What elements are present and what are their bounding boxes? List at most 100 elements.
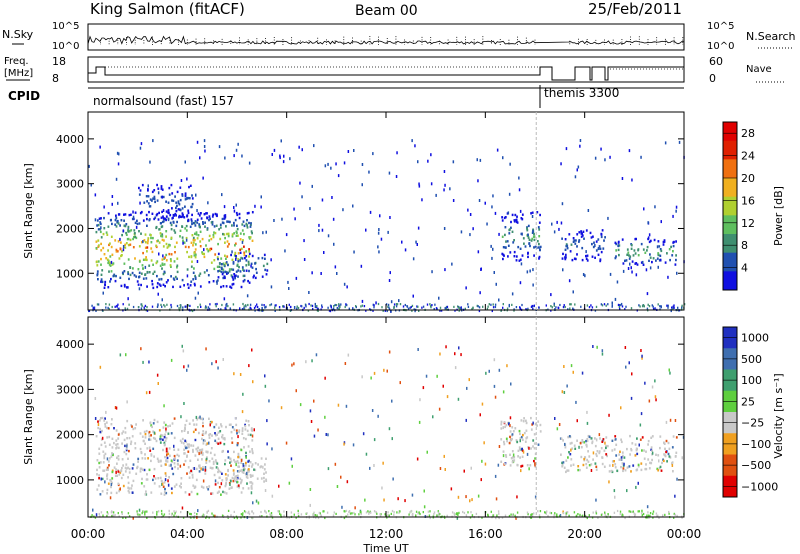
echo-cell <box>590 463 593 466</box>
echo-cell <box>157 510 160 513</box>
echo-cell <box>101 436 104 440</box>
echo-cell <box>530 212 532 215</box>
echo-cell <box>340 475 342 479</box>
echo-cell <box>249 450 251 453</box>
echo-cell <box>249 433 252 437</box>
echo-cell <box>605 444 607 448</box>
echo-cell <box>239 251 242 254</box>
echo-cell <box>130 487 133 490</box>
echo-cell <box>676 514 678 517</box>
echo-cell <box>188 255 190 259</box>
echo-cell <box>666 460 668 463</box>
echo-cell <box>564 253 567 257</box>
echo-cell <box>156 305 159 308</box>
echo-cell <box>194 485 197 489</box>
echo-cell <box>300 513 303 516</box>
echo-cell <box>130 229 133 232</box>
echo-cell <box>130 440 133 443</box>
echo-cell <box>247 303 249 307</box>
echo-cell <box>219 430 222 433</box>
echo-cell <box>220 308 222 311</box>
echo-cell <box>261 303 263 306</box>
echo-cell <box>207 250 210 253</box>
echo-cell <box>100 217 102 220</box>
echo-cell <box>438 512 440 515</box>
echo-cell <box>443 454 445 458</box>
echo-cell <box>96 468 98 472</box>
echo-cell <box>232 260 235 264</box>
echo-cell <box>533 512 535 515</box>
echo-cell <box>168 512 171 515</box>
echo-cell <box>521 438 524 441</box>
echo-cell <box>578 239 581 242</box>
echo-cell <box>165 235 167 238</box>
echo-cell <box>239 248 242 251</box>
echo-cell <box>165 459 167 462</box>
echo-cell <box>157 459 160 462</box>
echo-cell <box>564 257 567 261</box>
echo-cell <box>125 223 128 226</box>
echo-cell <box>516 215 518 218</box>
echo-cell <box>233 232 236 235</box>
echo-cell <box>631 260 634 263</box>
echo-cell <box>149 421 152 425</box>
echo-cell <box>186 177 188 181</box>
cpid-segment-1: normalsound (fast) 157 <box>93 94 234 108</box>
echo-cell <box>538 228 541 231</box>
echo-cell <box>128 277 130 281</box>
echo-cell <box>107 261 110 265</box>
echo-cell <box>634 454 637 457</box>
echo-cell <box>510 226 512 229</box>
echo-cell <box>586 438 589 441</box>
echo-cell <box>664 447 666 450</box>
echo-cell <box>502 246 505 249</box>
echo-cell <box>181 215 184 218</box>
echo-cell <box>251 465 253 468</box>
echo-cell <box>529 269 531 273</box>
echo-cell <box>165 259 168 262</box>
echo-cell <box>199 230 202 233</box>
echo-cell <box>165 230 168 233</box>
echo-cell <box>235 417 237 420</box>
echo-cell <box>311 304 314 307</box>
echo-cell <box>231 437 233 440</box>
echo-cell <box>163 304 165 307</box>
echo-cell <box>453 513 456 516</box>
echo-cell <box>106 436 109 439</box>
echo-cell <box>505 455 508 458</box>
echo-cell <box>574 175 577 179</box>
echo-cell <box>314 302 316 306</box>
echo-cell <box>115 250 118 253</box>
echo-cell <box>128 471 131 474</box>
echo-cell <box>531 237 534 241</box>
echo-cell <box>234 242 237 245</box>
echo-cell <box>103 469 106 472</box>
echo-cell <box>214 514 216 518</box>
echo-cell <box>147 457 149 460</box>
echo-cell <box>156 513 158 516</box>
echo-cell <box>193 238 196 242</box>
echo-cell <box>196 218 199 221</box>
echo-cell <box>179 198 182 202</box>
echo-cell <box>154 216 157 219</box>
echo-cell <box>369 466 371 470</box>
echo-cell <box>225 492 228 495</box>
echo-cell <box>227 450 229 453</box>
echo-cell <box>496 148 499 152</box>
echo-cell <box>645 467 648 471</box>
echo-cell <box>186 215 188 218</box>
echo-cell <box>618 453 621 456</box>
echo-cell <box>254 309 256 312</box>
echo-cell <box>141 477 143 481</box>
freq-right-tick: 0 <box>709 72 716 85</box>
echo-cell <box>146 246 149 249</box>
echo-cell <box>507 421 509 425</box>
echo-cell <box>196 418 199 421</box>
echo-cell <box>226 240 229 243</box>
echo-cell <box>437 510 439 513</box>
echo-cell <box>601 304 604 307</box>
echo-cell <box>214 479 217 483</box>
echo-cell <box>248 255 250 258</box>
echo-cell <box>148 210 150 214</box>
echo-cell <box>196 450 199 453</box>
